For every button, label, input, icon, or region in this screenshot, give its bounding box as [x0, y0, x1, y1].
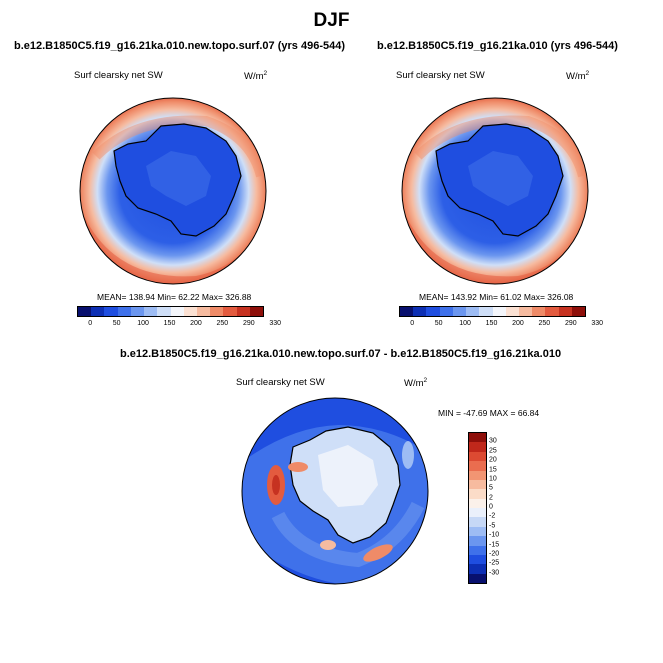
- colorbar-swatch: [91, 307, 105, 316]
- colorbar-tick-label: 290: [564, 320, 577, 327]
- colorbar-swatch: [249, 307, 264, 316]
- colorbar-swatch: [157, 307, 171, 316]
- colorbar-tick-label: -5: [489, 522, 496, 530]
- colorbar-swatch: [469, 564, 486, 574]
- plot-title: DJF: [313, 10, 350, 31]
- panel-1-stats: MEAN= 138.94 Min= 62.22 Max= 326.88: [97, 292, 252, 302]
- colorbar-tick-label: -30: [489, 569, 500, 577]
- colorbar-swatch: [130, 307, 145, 316]
- colorbar-swatch: [469, 517, 486, 527]
- colorbar-tick-label: 100: [459, 320, 471, 327]
- colorbar-swatch: [505, 307, 519, 316]
- panel-2-polar-map: [401, 97, 589, 285]
- colorbar-swatch: [466, 307, 480, 316]
- colorbar-tick-label: 10: [489, 475, 497, 483]
- panel-1-polar-map: [79, 97, 267, 285]
- colorbar-swatch: [518, 307, 533, 316]
- colorbar-swatch: [469, 433, 486, 443]
- colorbar-swatch: [469, 573, 486, 583]
- panel-1-colorbar: [77, 306, 264, 317]
- colorbar-tick-label: 290: [242, 320, 255, 327]
- colorbar-swatch: [469, 526, 486, 537]
- colorbar-tick-label: 25: [489, 447, 497, 455]
- colorbar-swatch: [144, 307, 158, 316]
- panel-2-stats: MEAN= 143.92 Min= 61.02 Max= 326.08: [419, 292, 574, 302]
- panel-1-colorbar-ticks: 0 50 100 150 200 250 290 330: [77, 320, 281, 330]
- diff-variable: Surf clearsky net SW: [236, 377, 325, 388]
- colorbar-tick-label: -2: [489, 512, 496, 520]
- colorbar-swatch: [183, 307, 197, 316]
- panel-2-variable: Surf clearsky net SW: [396, 70, 485, 81]
- colorbar-tick-label: 2: [489, 494, 493, 502]
- colorbar-swatch: [571, 307, 586, 316]
- colorbar-tick-label: 15: [489, 466, 497, 473]
- colorbar-tick-label: 330: [269, 320, 282, 327]
- colorbar-swatch: [439, 307, 453, 316]
- colorbar-tick-label: -15: [489, 541, 500, 548]
- panel-2-colorbar: [399, 306, 586, 317]
- colorbar-swatch: [78, 307, 92, 316]
- colorbar-swatch: [469, 498, 486, 508]
- colorbar-swatch: [117, 307, 131, 316]
- colorbar-swatch: [236, 307, 250, 316]
- colorbar-swatch: [492, 307, 506, 316]
- colorbar-tick-label: 0: [410, 320, 415, 327]
- colorbar-tick-label: -20: [489, 550, 500, 558]
- colorbar-swatch: [545, 307, 559, 316]
- colorbar-swatch: [469, 461, 486, 471]
- colorbar-swatch: [469, 489, 486, 499]
- panel-2-title: b.e12.B1850C5.f19_g16.21ka.010 (yrs 496-…: [377, 40, 618, 52]
- colorbar-tick-label: 0: [88, 320, 93, 327]
- diff-units: W/m2: [404, 377, 428, 390]
- colorbar-swatch: [532, 307, 546, 316]
- colorbar-tick-label: 150: [485, 320, 498, 327]
- colorbar-tick-label: 0: [489, 503, 493, 511]
- panel-2-units: W/m2: [566, 70, 590, 83]
- colorbar-swatch: [469, 554, 486, 565]
- colorbar-tick-label: -10: [489, 531, 500, 539]
- colorbar-tick-label: 50: [112, 320, 121, 327]
- diff-title: b.e12.B1850C5.f19_g16.21ka.010.new.topo.…: [120, 348, 562, 360]
- colorbar-tick-label: 20: [489, 456, 497, 464]
- panel-2-colorbar-ticks: 0 50 100 150 200 250 290 330: [399, 320, 603, 330]
- colorbar-swatch: [469, 508, 486, 518]
- diff-colorbar-ticks: 30 25 20 15 10 5 2 0 -2 -5 -10 -15 -20 -25 -30: [489, 432, 513, 584]
- colorbar-tick-label: 250: [216, 320, 229, 327]
- colorbar-swatch: [210, 307, 224, 316]
- colorbar-swatch: [469, 442, 486, 452]
- colorbar-tick-label: 5: [489, 484, 493, 492]
- colorbar-swatch: [469, 545, 486, 555]
- colorbar-swatch: [104, 307, 118, 316]
- panel-1-units: W/m2: [244, 70, 268, 83]
- colorbar-swatch: [469, 479, 486, 490]
- panel-1-title: b.e12.B1850C5.f19_g16.21ka.010.new.topo.…: [14, 40, 345, 52]
- colorbar-swatch: [452, 307, 467, 316]
- colorbar-swatch: [479, 307, 493, 316]
- colorbar-swatch: [223, 307, 237, 316]
- colorbar-tick-label: 250: [538, 320, 551, 327]
- colorbar-tick-label: -25: [489, 559, 500, 567]
- colorbar-swatch: [196, 307, 211, 316]
- colorbar-tick-label: 50: [434, 320, 443, 327]
- colorbar-swatch: [426, 307, 440, 316]
- colorbar-swatch: [413, 307, 427, 316]
- colorbar-swatch: [469, 451, 486, 462]
- colorbar-tick-label: 150: [163, 320, 176, 327]
- colorbar-swatch: [400, 307, 414, 316]
- colorbar-tick-label: 330: [591, 320, 604, 327]
- diff-stats: MIN = -47.69 MAX = 66.84: [438, 408, 540, 418]
- colorbar-swatch: [170, 307, 184, 316]
- colorbar-tick-label: 200: [512, 320, 524, 327]
- diff-colorbar: [468, 432, 487, 584]
- colorbar-tick-label: 200: [190, 320, 202, 327]
- panel-1-variable: Surf clearsky net SW: [74, 70, 163, 81]
- diff-polar-map: [241, 397, 429, 585]
- colorbar-swatch: [558, 307, 572, 316]
- colorbar-swatch: [469, 470, 486, 480]
- colorbar-swatch: [469, 536, 486, 546]
- colorbar-tick-label: 100: [137, 320, 149, 327]
- colorbar-tick-label: 30: [489, 437, 497, 445]
